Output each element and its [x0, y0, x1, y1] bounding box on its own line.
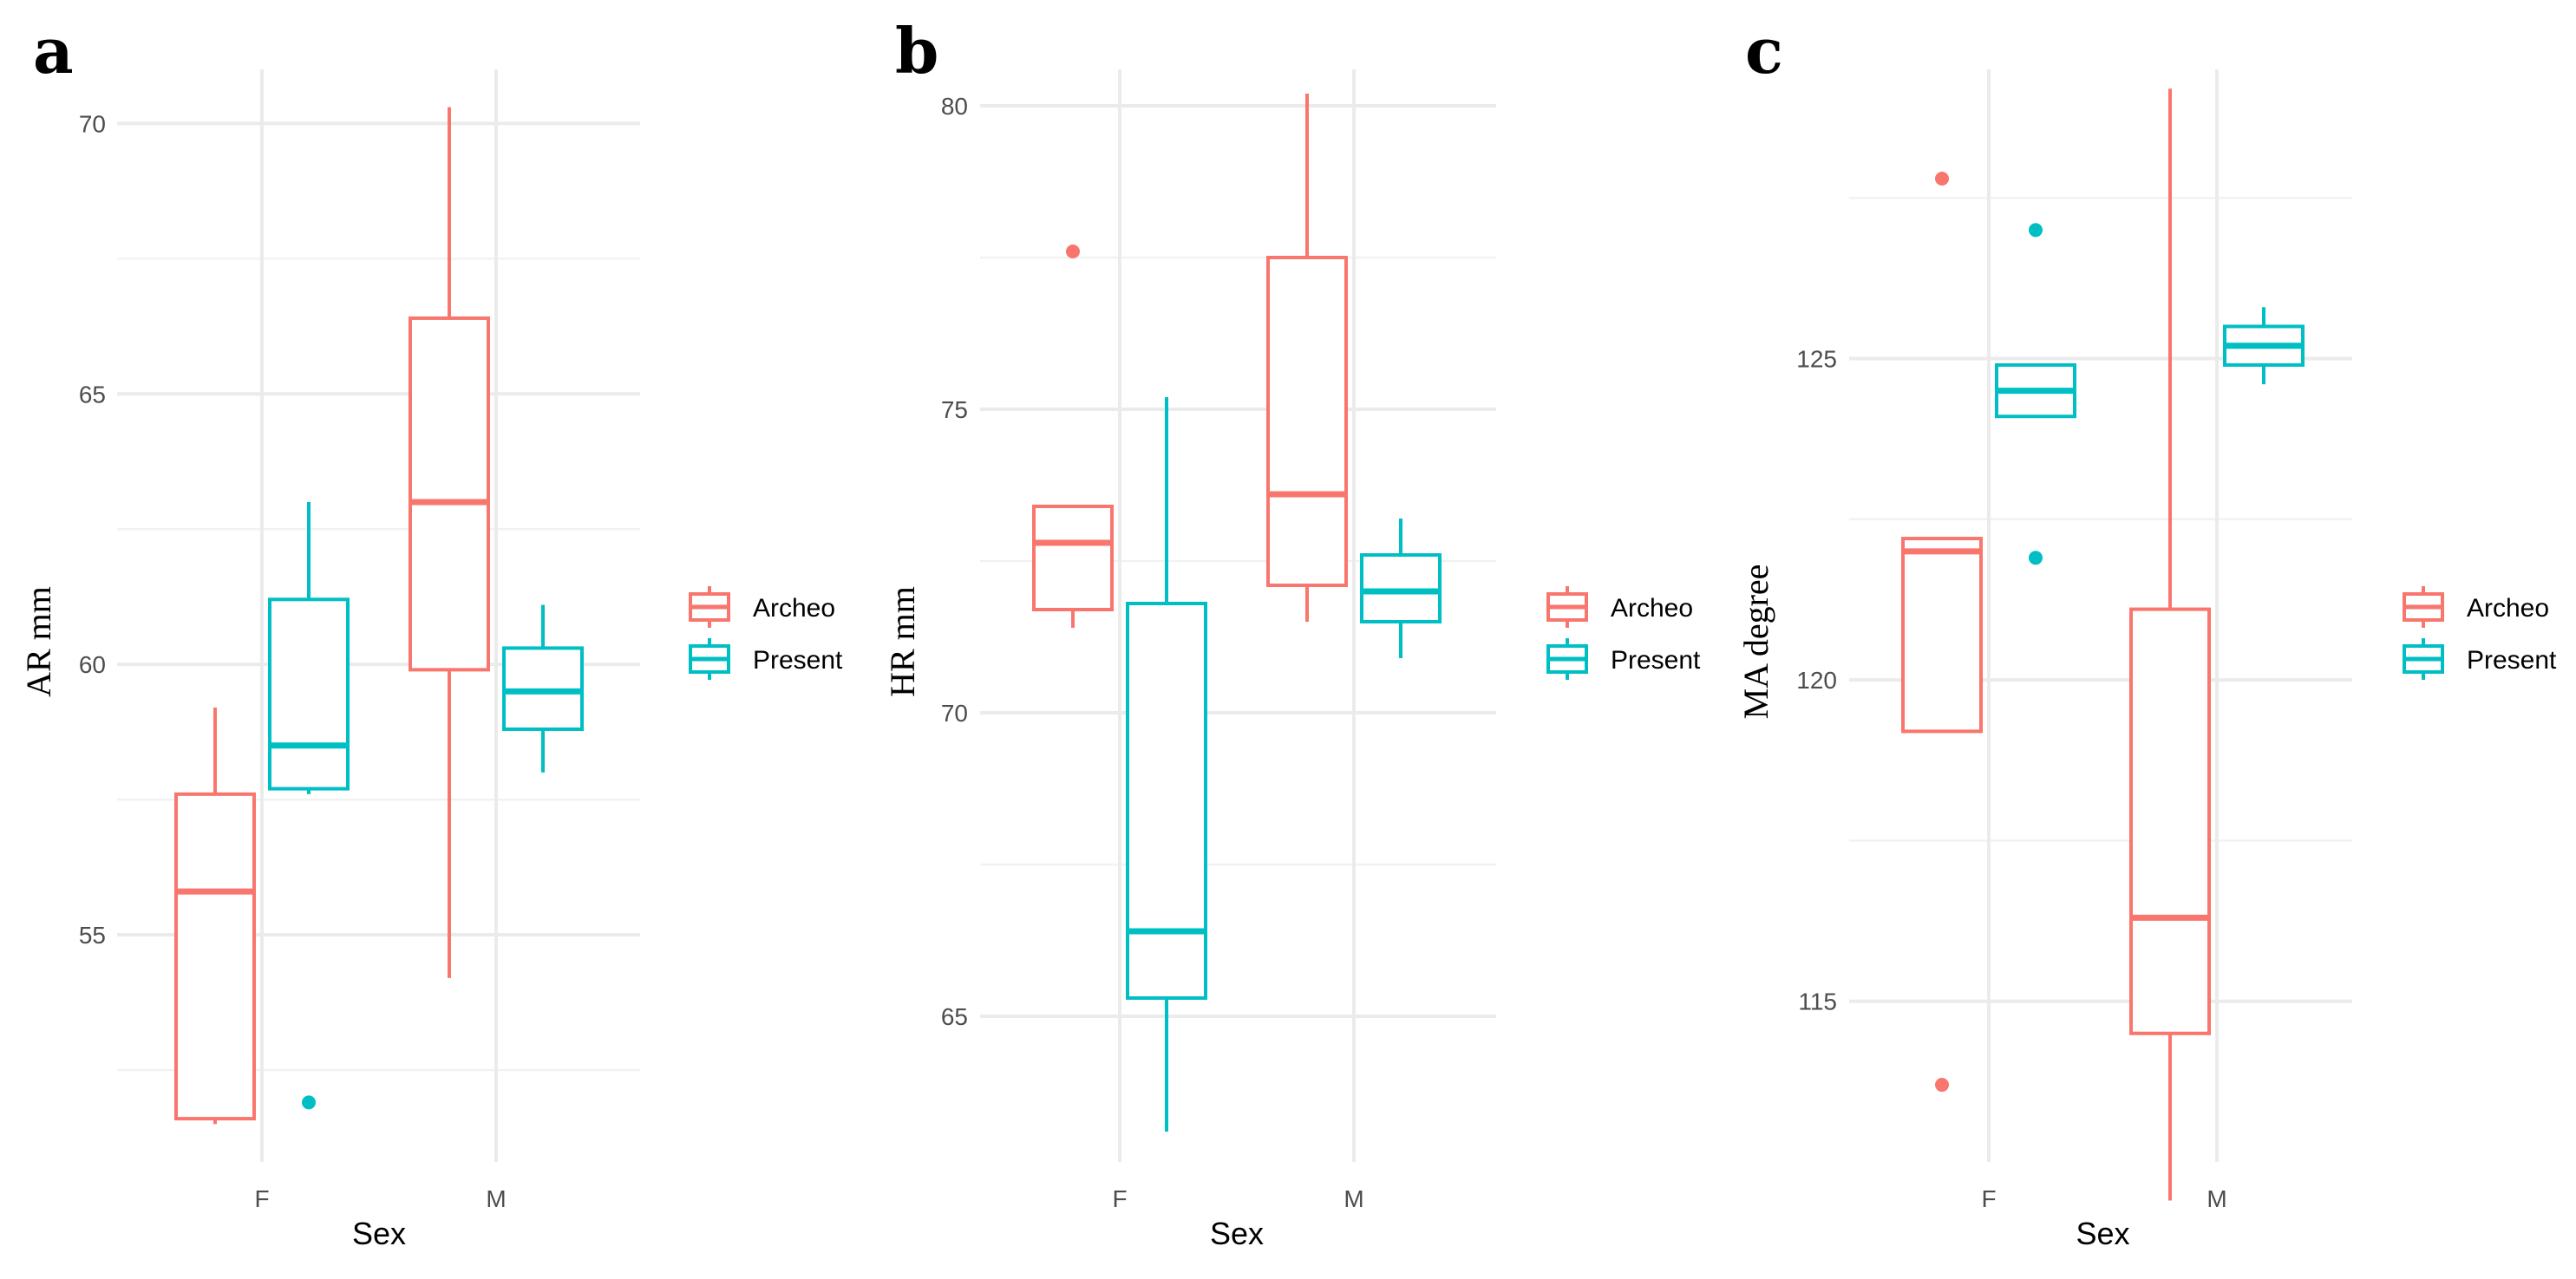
panel-c: 115 120 125 F Mc Sex MA degree Archeo Present [1736, 14, 2557, 1251]
legend-label: Archeo [753, 594, 835, 623]
outlier-point [302, 1095, 316, 1110]
x-axis-title: Sex [352, 1216, 406, 1251]
y-tick-label: 75 [941, 396, 968, 423]
box-archeo-f [1032, 245, 1114, 628]
box-archeo-m [2129, 88, 2211, 1201]
box-archeo-f [1901, 172, 1983, 1093]
x-tick-label: F [1981, 1185, 1996, 1212]
legend-label: Present [1611, 646, 1701, 675]
legend-label: Present [753, 646, 843, 675]
x-tick-label: M [1344, 1185, 1363, 1212]
box-iqr [174, 792, 256, 1121]
box-present-f [1126, 397, 1207, 1132]
outlier-point [1066, 245, 1080, 258]
panel-a: 55 60 65 70 F Ma Sex AR mm Archeo Present [19, 14, 843, 1251]
box-iqr [1126, 602, 1207, 1000]
box-archeo-f [174, 708, 256, 1125]
legend-label: Archeo [2467, 594, 2549, 623]
y-tick-label: 115 [1798, 989, 1837, 1015]
legend-key-archeo [1546, 586, 1588, 628]
legend-key-present [689, 638, 730, 680]
legend-key-present [1546, 638, 1588, 680]
box-archeo-m [409, 107, 490, 978]
outlier-point [2029, 223, 2043, 238]
box-present-m [2223, 307, 2305, 385]
box-iqr [2129, 607, 2211, 1035]
y-axis-title: MA degree [1736, 564, 1775, 720]
legend-label: Present [2467, 646, 2557, 675]
box-iqr [1901, 537, 1983, 734]
legend: Archeo Present [689, 586, 843, 680]
y-tick-label: 120 [1796, 667, 1837, 694]
panel-letter: c [1745, 14, 1783, 88]
legend: Archeo Present [1546, 586, 1701, 680]
box-present-m [502, 604, 584, 773]
y-tick-label: 70 [79, 110, 106, 137]
panel-b: 65 70 75 80 F Mb Sex HR mm Archeo Present [883, 14, 1701, 1251]
box-present-f [1995, 223, 2076, 565]
x-tick-label: F [1112, 1185, 1127, 1212]
box-iqr [409, 316, 490, 672]
legend: Archeo Present [2403, 586, 2557, 680]
x-tick-label: M [486, 1185, 506, 1212]
panel-letter: a [33, 14, 74, 88]
outlier-point [1935, 1078, 1949, 1093]
y-tick-label: 65 [941, 1003, 968, 1030]
legend-key-archeo [2403, 586, 2444, 628]
legend-label: Archeo [1611, 594, 1693, 623]
y-tick-label: 70 [941, 700, 968, 727]
legend-key-archeo [689, 586, 730, 628]
y-tick-label: 55 [79, 922, 106, 949]
box-present-m [1360, 519, 1442, 658]
box-present-f [268, 502, 350, 1110]
box-iqr [1266, 256, 1348, 587]
outlier-point [2029, 551, 2043, 565]
x-axis-title: Sex [2076, 1216, 2129, 1251]
box-iqr [1032, 505, 1114, 611]
legend-key-present [2403, 638, 2444, 680]
y-tick-label: 125 [1796, 346, 1837, 373]
x-tick-label: M [2207, 1185, 2226, 1212]
x-axis-title: Sex [1210, 1216, 1264, 1251]
x-tick-label: F [254, 1185, 269, 1212]
y-axis-title: HR mm [883, 586, 922, 697]
box-iqr [268, 597, 350, 791]
y-axis-title: AR mm [19, 586, 58, 697]
y-tick-label: 60 [79, 651, 106, 678]
y-tick-label: 80 [941, 93, 968, 120]
outlier-point [1935, 172, 1949, 186]
panel-letter: b [895, 14, 938, 88]
y-tick-label: 65 [79, 381, 106, 408]
box-archeo-m [1266, 94, 1348, 622]
